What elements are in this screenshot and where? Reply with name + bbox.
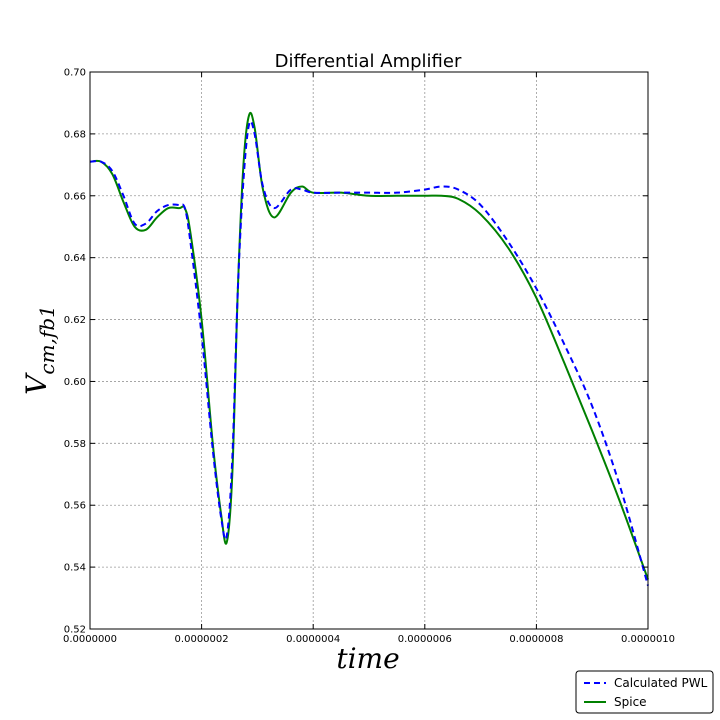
- x-tick-label: 0.0000010: [621, 634, 675, 645]
- grid: [90, 72, 648, 629]
- legend-label-spice: Spice: [614, 695, 647, 709]
- series-line-calculated-pwl: [89, 120, 649, 586]
- y-tick-label: 0.66: [64, 191, 86, 202]
- y-tick-label: 0.52: [64, 625, 86, 636]
- y-tick-label: 0.64: [64, 253, 86, 264]
- chart-title: Differential Amplifier: [275, 51, 462, 72]
- legend-box: [575, 670, 714, 714]
- y-tick-label: 0.60: [64, 377, 86, 388]
- series-line-spice: [89, 111, 649, 580]
- y-tick-label: 0.62: [64, 315, 86, 326]
- plot-area-frame: [89, 71, 649, 630]
- axis-ticks: 0.0000000 0.0000002 0.0000004 0.0000006 0.00…: [63, 68, 675, 646]
- x-axis-label: time: [336, 642, 399, 675]
- legend-label-calculated-pwl: Calculated PWL: [614, 676, 708, 690]
- x-tick-label: 0.0000002: [175, 634, 229, 645]
- plot-series: [89, 111, 649, 586]
- x-tick-label: 0.0000008: [509, 634, 563, 645]
- y-axis-label: Vcm,fb1: [20, 305, 59, 395]
- y-tick-label: 0.70: [64, 68, 86, 79]
- legend: Calculated PWL Spice: [575, 670, 714, 714]
- y-axis-label-subscript: cm,fb1: [35, 305, 59, 374]
- svg-text:Vcm,fb1: Vcm,fb1: [20, 305, 59, 395]
- y-tick-label: 0.56: [64, 501, 86, 512]
- x-tick-label: 0.0000000: [63, 634, 117, 645]
- y-tick-label: 0.58: [64, 439, 86, 450]
- x-tick-label: 0.0000004: [286, 634, 340, 645]
- y-tick-label: 0.68: [64, 129, 86, 140]
- y-axis-label-main: V: [20, 372, 53, 395]
- x-tick-label: 0.0000006: [398, 634, 452, 645]
- y-tick-label: 0.54: [64, 563, 86, 574]
